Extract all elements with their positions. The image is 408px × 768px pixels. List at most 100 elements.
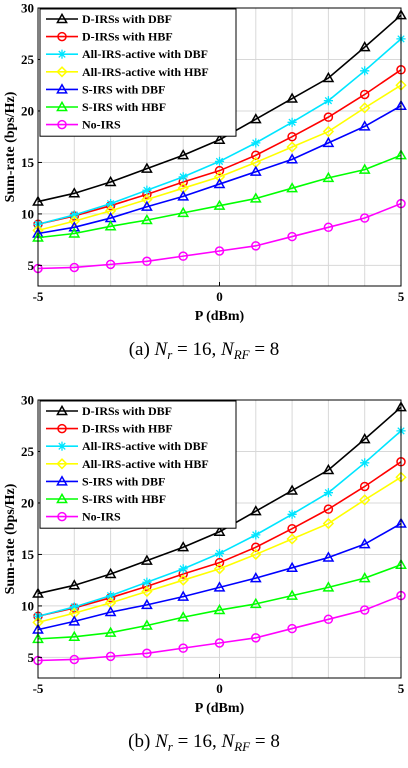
legend-marker <box>56 12 68 24</box>
data-point <box>323 488 333 498</box>
data-point <box>213 603 226 615</box>
legend-entry: All-IRS-active with DBF <box>82 439 208 453</box>
data-point <box>286 589 298 600</box>
data-point <box>69 210 79 220</box>
data-point <box>286 153 298 164</box>
legend-entry: D-IRSs with DBF <box>82 12 172 26</box>
x-axis-label: P (dBm) <box>195 701 245 716</box>
legend-marker <box>57 511 67 522</box>
data-point <box>358 572 371 583</box>
x-tick-label: 0 <box>216 289 223 304</box>
data-point <box>323 222 334 233</box>
data-point <box>249 572 262 583</box>
y-tick-label: 10 <box>21 206 34 221</box>
legend-marker <box>57 441 67 451</box>
legend-marker <box>57 49 67 59</box>
data-point <box>286 484 298 495</box>
data-point <box>104 567 117 579</box>
data-point <box>69 654 80 665</box>
data-point <box>322 551 335 562</box>
data-point <box>69 262 80 273</box>
series-line <box>37 406 402 595</box>
legend-marker <box>56 66 68 78</box>
data-point <box>141 193 153 206</box>
data-point <box>323 96 333 106</box>
data-point <box>322 171 335 183</box>
data-point <box>287 509 297 519</box>
series-d-irss-with-dbf <box>32 401 407 598</box>
data-point <box>323 112 334 122</box>
y-tick-label: 20 <box>21 495 34 510</box>
data-point <box>287 117 297 127</box>
data-point <box>68 187 81 198</box>
data-point <box>213 133 226 144</box>
series-no-irs <box>33 590 406 666</box>
data-point <box>360 458 370 468</box>
data-point <box>287 523 297 534</box>
data-point <box>322 71 335 83</box>
data-point <box>214 156 225 167</box>
data-point <box>251 241 261 251</box>
data-point <box>177 574 189 586</box>
y-tick-label: 5 <box>28 650 35 665</box>
legend-entry: No-IRS <box>82 118 121 132</box>
data-point <box>251 530 261 540</box>
legend-entry: All-IRS-active with HBF <box>82 65 209 79</box>
data-point <box>286 561 298 573</box>
series-s-irs-with-hbf <box>32 149 407 242</box>
data-point <box>213 171 226 183</box>
data-point <box>322 463 335 475</box>
data-point <box>141 200 153 211</box>
series-line <box>37 461 402 618</box>
data-point <box>104 175 117 187</box>
figure-caption: (b) Nr = 16, NRF = 8 <box>128 731 280 754</box>
data-point <box>287 231 297 242</box>
legend-marker <box>56 492 68 504</box>
series-line <box>37 69 402 226</box>
legend-entry: No-IRS <box>82 510 121 524</box>
data-point <box>359 102 371 114</box>
data-point <box>251 150 261 160</box>
data-point <box>142 577 152 587</box>
data-point <box>104 605 117 617</box>
data-point <box>358 163 371 174</box>
data-point <box>213 563 226 575</box>
data-point <box>213 177 226 189</box>
data-point <box>287 623 297 634</box>
data-point <box>68 615 81 626</box>
x-tick-label: -5 <box>33 289 44 304</box>
data-point <box>177 206 190 218</box>
data-point <box>213 581 226 592</box>
series-line <box>37 476 402 624</box>
data-point <box>177 149 190 160</box>
data-point <box>322 517 335 530</box>
y-tick-label: 20 <box>21 103 34 118</box>
data-point <box>177 611 190 622</box>
series-all-irs-active-with-hbf <box>32 471 407 629</box>
legend-entry: D-IRSs with HBF <box>82 422 173 436</box>
data-point <box>104 220 117 231</box>
data-point <box>141 585 153 598</box>
data-point <box>251 138 261 148</box>
data-point <box>322 125 335 138</box>
data-point <box>214 557 225 568</box>
chart-panel-a: 5 10 15 20 25 30 -5 0 5 P (dBm) Sum-rate (bps/Hz) D… <box>3 1 407 362</box>
data-point <box>105 651 116 662</box>
data-point <box>249 597 262 609</box>
data-point <box>286 141 298 153</box>
chart-panel-b: 5 10 15 20 25 30 -5 0 5 P (dBm) Sum-rate (bps/Hz) D… <box>3 393 407 754</box>
data-point <box>322 581 335 592</box>
data-point <box>213 199 226 210</box>
data-point <box>106 199 116 209</box>
legend: D-IRSs with DBF D-IRSs with HBF All-IRS-ac… <box>39 8 237 137</box>
data-point <box>141 619 153 630</box>
series-line <box>37 154 402 239</box>
data-point <box>68 227 81 238</box>
data-point <box>358 538 371 549</box>
data-point <box>287 131 297 142</box>
legend: D-IRSs with DBF D-IRSs with HBF All-IRS-ac… <box>39 400 237 529</box>
legend-entry: D-IRSs with HBF <box>82 30 173 44</box>
data-point <box>141 162 153 173</box>
legend-marker <box>57 119 67 130</box>
data-point <box>360 66 370 76</box>
